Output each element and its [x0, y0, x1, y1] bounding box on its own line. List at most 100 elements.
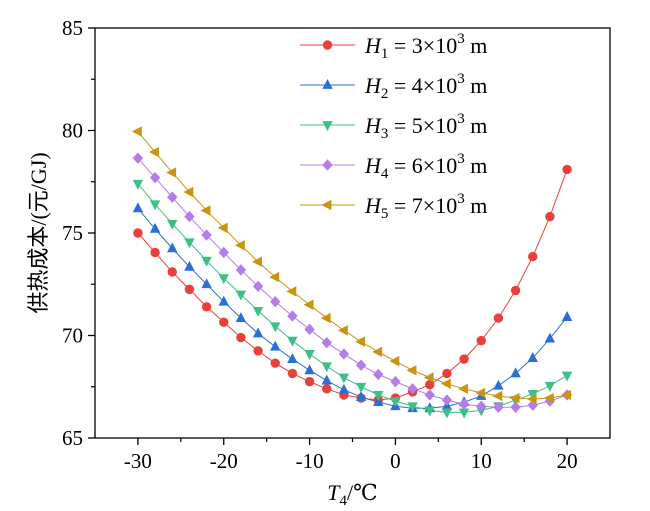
legend-label-h4: H4 = 6×103 m — [364, 151, 487, 182]
data-point-h2 — [510, 367, 521, 378]
data-point-h2 — [149, 222, 161, 233]
x-tick-label: 10 — [471, 449, 492, 473]
data-point-h2 — [527, 352, 538, 362]
data-point-h4 — [270, 295, 281, 308]
data-point-h3 — [544, 381, 556, 392]
data-point-h5 — [269, 271, 280, 283]
data-point-h5 — [183, 186, 194, 198]
data-point-h1 — [425, 380, 435, 390]
axes: -30 -20 -10 0 10 20 65 70 75 80 85 T4/℃ 供热成本/(元/GJ) — [26, 16, 611, 509]
data-point-h2 — [544, 332, 556, 343]
data-point-h2 — [184, 260, 195, 271]
data-point-h1 — [528, 251, 538, 262]
data-point-h5 — [526, 393, 537, 405]
data-point-h1 — [493, 313, 504, 323]
data-point-h1 — [133, 228, 143, 238]
plot-frame — [94, 27, 611, 439]
data-point-h2 — [373, 396, 384, 407]
data-point-h1 — [562, 164, 572, 175]
data-point-h5 — [234, 240, 245, 251]
data-point-h4 — [201, 229, 212, 241]
y-tick-label: 65 — [62, 426, 83, 450]
x-tick-label: -10 — [296, 449, 324, 473]
data-point-h1 — [253, 346, 263, 356]
data-point-h3 — [355, 382, 367, 393]
data-point-h5 — [252, 256, 262, 267]
y-tick-label: 75 — [62, 221, 83, 245]
data-point-h4 — [149, 171, 161, 184]
data-point-h4 — [235, 264, 247, 276]
data-point-h3 — [132, 179, 144, 190]
data-point-h4 — [458, 398, 470, 410]
data-point-h4 — [287, 310, 298, 322]
data-point-h3 — [527, 390, 538, 400]
data-point-h4 — [355, 359, 367, 371]
data-point-h5 — [337, 325, 348, 336]
data-point-h2 — [132, 202, 144, 213]
data-point-h5 — [200, 205, 211, 216]
data-point-h3 — [252, 307, 264, 317]
legend-marker-h3 — [322, 121, 333, 131]
y-tick-label: 85 — [62, 16, 83, 40]
data-point-h3 — [149, 200, 161, 211]
series-line-h1 — [137, 169, 568, 401]
data-point-h4 — [167, 191, 178, 203]
y-axis-title: 供热成本/(元/GJ) — [26, 152, 51, 313]
data-point-h4 — [476, 400, 487, 412]
x-tick-label: 20 — [557, 449, 578, 473]
data-point-h4 — [510, 401, 521, 413]
data-point-h4 — [441, 394, 453, 406]
data-point-h3 — [373, 391, 384, 401]
data-point-h4 — [304, 323, 315, 336]
data-point-h5 — [509, 392, 520, 404]
data-point-h4 — [373, 368, 384, 381]
data-point-h3 — [304, 350, 315, 360]
data-point-h3 — [407, 402, 418, 413]
x-tick-label: -20 — [210, 449, 238, 473]
data-point-h4 — [252, 280, 264, 292]
data-point-h2 — [201, 278, 212, 289]
data-point-h4 — [132, 152, 144, 164]
data-point-h2 — [167, 242, 178, 253]
data-point-h5 — [320, 312, 331, 324]
data-point-h2 — [338, 383, 350, 394]
data-point-h5 — [440, 378, 451, 389]
data-point-h3 — [201, 256, 212, 267]
data-point-h2 — [252, 327, 264, 338]
data-point-h1 — [167, 267, 177, 277]
x-tick-label: -30 — [124, 449, 152, 473]
data-point-h4 — [321, 336, 332, 349]
data-point-h1 — [304, 376, 315, 387]
series-line-h3 — [137, 183, 568, 413]
x-axis-title: T4/℃ — [327, 480, 377, 509]
data-point-h5 — [492, 390, 503, 402]
data-point-h5 — [355, 336, 365, 347]
legend-label-h5: H5 = 7×103 m — [364, 191, 487, 222]
series-markers — [131, 126, 573, 419]
data-point-h3 — [458, 408, 470, 419]
data-point-h2 — [321, 374, 332, 385]
data-point-h3 — [218, 274, 229, 285]
data-point-h3 — [167, 219, 178, 230]
data-point-h1 — [270, 358, 280, 368]
data-point-h5 — [149, 146, 159, 158]
data-point-h1 — [219, 317, 229, 327]
data-point-h3 — [424, 406, 435, 417]
data-point-h5 — [423, 372, 434, 383]
data-point-h1 — [150, 247, 160, 258]
data-point-h1 — [476, 335, 486, 346]
data-point-h4 — [218, 246, 229, 259]
legend-marker-h1 — [322, 40, 333, 50]
legend: H1 = 3×103 m H2 = 4×103 m H3 = 5×103 m H4 =… — [300, 31, 487, 222]
data-point-h3 — [390, 397, 401, 408]
legend-marker-h5 — [321, 199, 332, 211]
series-line-h5 — [137, 131, 568, 400]
data-point-h2 — [561, 311, 573, 321]
data-point-h4 — [184, 210, 195, 223]
data-point-h5 — [286, 286, 297, 297]
data-point-h2 — [493, 379, 504, 390]
series-line-h4 — [137, 157, 568, 408]
data-point-h1 — [236, 332, 246, 343]
data-point-h5 — [217, 222, 228, 234]
